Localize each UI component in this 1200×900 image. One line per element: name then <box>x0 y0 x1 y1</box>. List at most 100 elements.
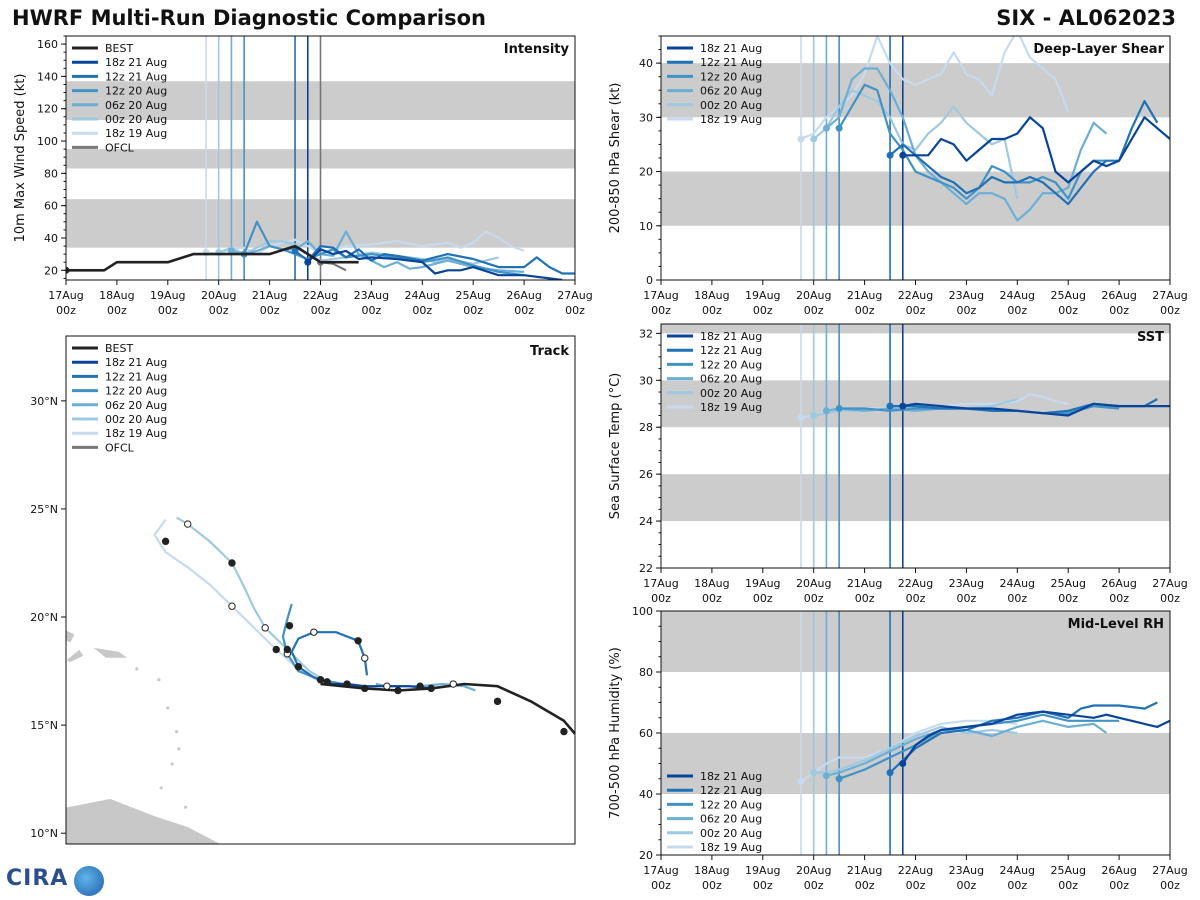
rh-xtick-hour: 00z <box>957 879 977 892</box>
sst-xtick-day: 17Aug <box>643 577 678 590</box>
shear-xtick-hour: 00z <box>702 304 722 317</box>
track-legend-label-12z-20-Aug: 12z 20 Aug <box>105 385 167 398</box>
sst-start-marker-12z-20-Aug <box>835 404 843 412</box>
rh-xtick-day: 19Aug <box>745 864 780 877</box>
track-point-OFCL <box>323 678 331 686</box>
intensity-xtick-hour: 00z <box>107 304 127 317</box>
rh-band-0 <box>661 733 1170 794</box>
intensity-start-marker-06z-20-Aug <box>227 247 235 255</box>
sst-xtick-day: 27Aug <box>1152 577 1187 590</box>
storm-id: SIX - AL062023 <box>996 6 1176 30</box>
rh-xtick-hour: 00z <box>906 879 926 892</box>
track-line-00z-20-Aug <box>176 516 333 685</box>
track-legend-label-00z-20-Aug: 00z 20 Aug <box>105 413 167 426</box>
intensity-series-BEST <box>66 244 359 272</box>
shear-xtick-hour: 00z <box>855 304 875 317</box>
intensity-ytick-label: 40 <box>44 232 58 245</box>
intensity-legend-label-00z-20-Aug: 00z 20 Aug <box>105 113 167 126</box>
figure-title: HWRF Multi-Run Diagnostic Comparison <box>12 6 487 30</box>
intensity-xtick-day: 27Aug <box>557 289 592 302</box>
track-legend-label-18z-21-Aug: 18z 21 Aug <box>105 356 167 369</box>
sst-ytick-label: 30 <box>639 374 653 387</box>
land-mass-3 <box>66 629 76 644</box>
track-point-06z-20-Aug <box>416 682 424 690</box>
intensity-xtick-day: 24Aug <box>405 289 440 302</box>
sst-start-marker-12z-21-Aug <box>886 402 894 410</box>
shear-start-marker-06z-20-Aug <box>822 124 830 132</box>
shear-start-marker-12z-21-Aug <box>886 151 894 159</box>
rh-series-00z-20-Aug <box>813 725 1018 774</box>
rh-legend-label-12z-21-Aug: 12z 21 Aug <box>700 784 762 797</box>
rh-series-group <box>797 701 1170 786</box>
rh-legend-label-00z-20-Aug: 00z 20 Aug <box>700 827 762 840</box>
rh-legend-label-18z-21-Aug: 18z 21 Aug <box>700 770 762 783</box>
sst-xtick-day: 20Aug <box>796 577 831 590</box>
shear-start-marker-00z-20-Aug <box>810 135 818 143</box>
shear-ytick-label: 20 <box>639 166 653 179</box>
sst-band-2 <box>661 324 1170 334</box>
shear-xtick-day: 19Aug <box>745 289 780 302</box>
sst-ytick-label: 26 <box>639 468 653 481</box>
intensity-xtick-day: 23Aug <box>354 289 389 302</box>
shear-xtick-day: 22Aug <box>898 289 933 302</box>
rh-ytick-label: 80 <box>639 666 653 679</box>
sst-legend-label-12z-20-Aug: 12z 20 Aug <box>700 358 762 371</box>
intensity-series-group <box>66 220 575 280</box>
intensity-series-18z-21-Aug <box>307 248 563 280</box>
intensity-xtick-day: 22Aug <box>303 289 338 302</box>
rh-start-marker-18z-19-Aug <box>797 778 805 786</box>
shear-xtick-hour: 00z <box>906 304 926 317</box>
intensity-legend-label-OFCL: OFCL <box>105 141 135 154</box>
shear-xtick-hour: 00z <box>804 304 824 317</box>
rh-xtick-day: 24Aug <box>1000 864 1035 877</box>
intensity-ytick-label: 160 <box>37 38 58 51</box>
track-legend-label-OFCL: OFCL <box>105 441 135 454</box>
shear-xtick-hour: 00z <box>753 304 773 317</box>
shear-xtick-hour: 00z <box>957 304 977 317</box>
intensity-series-18z-19-Aug <box>205 230 525 256</box>
track-ytick-label: 30°N <box>30 395 58 408</box>
intensity-ytick-label: 80 <box>44 167 58 180</box>
shear-ytick-label: 40 <box>639 57 653 70</box>
sst-xtick-day: 23Aug <box>949 577 984 590</box>
shear-ytick-label: 0 <box>646 274 653 287</box>
shear-legend-label-12z-21-Aug: 12z 21 Aug <box>700 56 762 69</box>
sst-ytick-label: 32 <box>639 327 653 340</box>
sst-legend-label-18z-19-Aug: 18z 19 Aug <box>700 401 762 414</box>
shear-legend-label-06z-20-Aug: 06z 20 Aug <box>700 85 762 98</box>
shear-band-1 <box>661 63 1170 118</box>
island-0 <box>157 678 161 682</box>
sst-ytick-label: 28 <box>639 421 653 434</box>
track-frame <box>65 335 576 845</box>
shear-xtick-day: 20Aug <box>796 289 831 302</box>
shear-legend-label-18z-21-Aug: 18z 21 Aug <box>700 42 762 55</box>
shear-title: Deep-Layer Shear <box>1033 42 1164 57</box>
intensity-title: Intensity <box>504 42 570 57</box>
track-point-18z-21-Aug <box>383 682 391 690</box>
shear-xtick-day: 21Aug <box>847 289 882 302</box>
intensity-xtick-hour: 00z <box>209 304 229 317</box>
sst-xtick-day: 26Aug <box>1101 577 1136 590</box>
rh-panel: 20 40 60 80 100 17Aug 00z 18Aug 00z 19Aug 00z 20Aug… <box>608 605 1188 892</box>
rh-ylabel: 700-500 hPa Humidity (%) <box>608 647 623 819</box>
rh-xtick-day: 27Aug <box>1152 864 1187 877</box>
track-point-18z-19-Aug <box>272 645 280 654</box>
rh-ytick-label: 20 <box>639 849 653 862</box>
rh-xtick-day: 21Aug <box>847 864 882 877</box>
sst-start-marker-18z-19-Aug <box>797 414 805 422</box>
globe-icon <box>74 866 104 896</box>
shear-xtick-hour: 00z <box>1058 304 1078 317</box>
track-line-BEST <box>320 682 575 735</box>
intensity-xtick-hour: 00z <box>56 304 76 317</box>
track-point-12z-21-Aug <box>294 663 303 671</box>
intensity-legend-label-12z-21-Aug: 12z 21 Aug <box>105 70 167 83</box>
sst-xtick-hour: 00z <box>804 592 824 605</box>
sst-xtick-day: 22Aug <box>898 577 933 590</box>
island-6 <box>183 805 188 809</box>
rh-start-marker-18z-21-Aug <box>899 760 907 767</box>
rh-xtick-hour: 00z <box>1007 879 1027 892</box>
intensity-start-marker-12z-21-Aug <box>291 247 299 255</box>
shear-xtick-day: 18Aug <box>694 289 729 302</box>
